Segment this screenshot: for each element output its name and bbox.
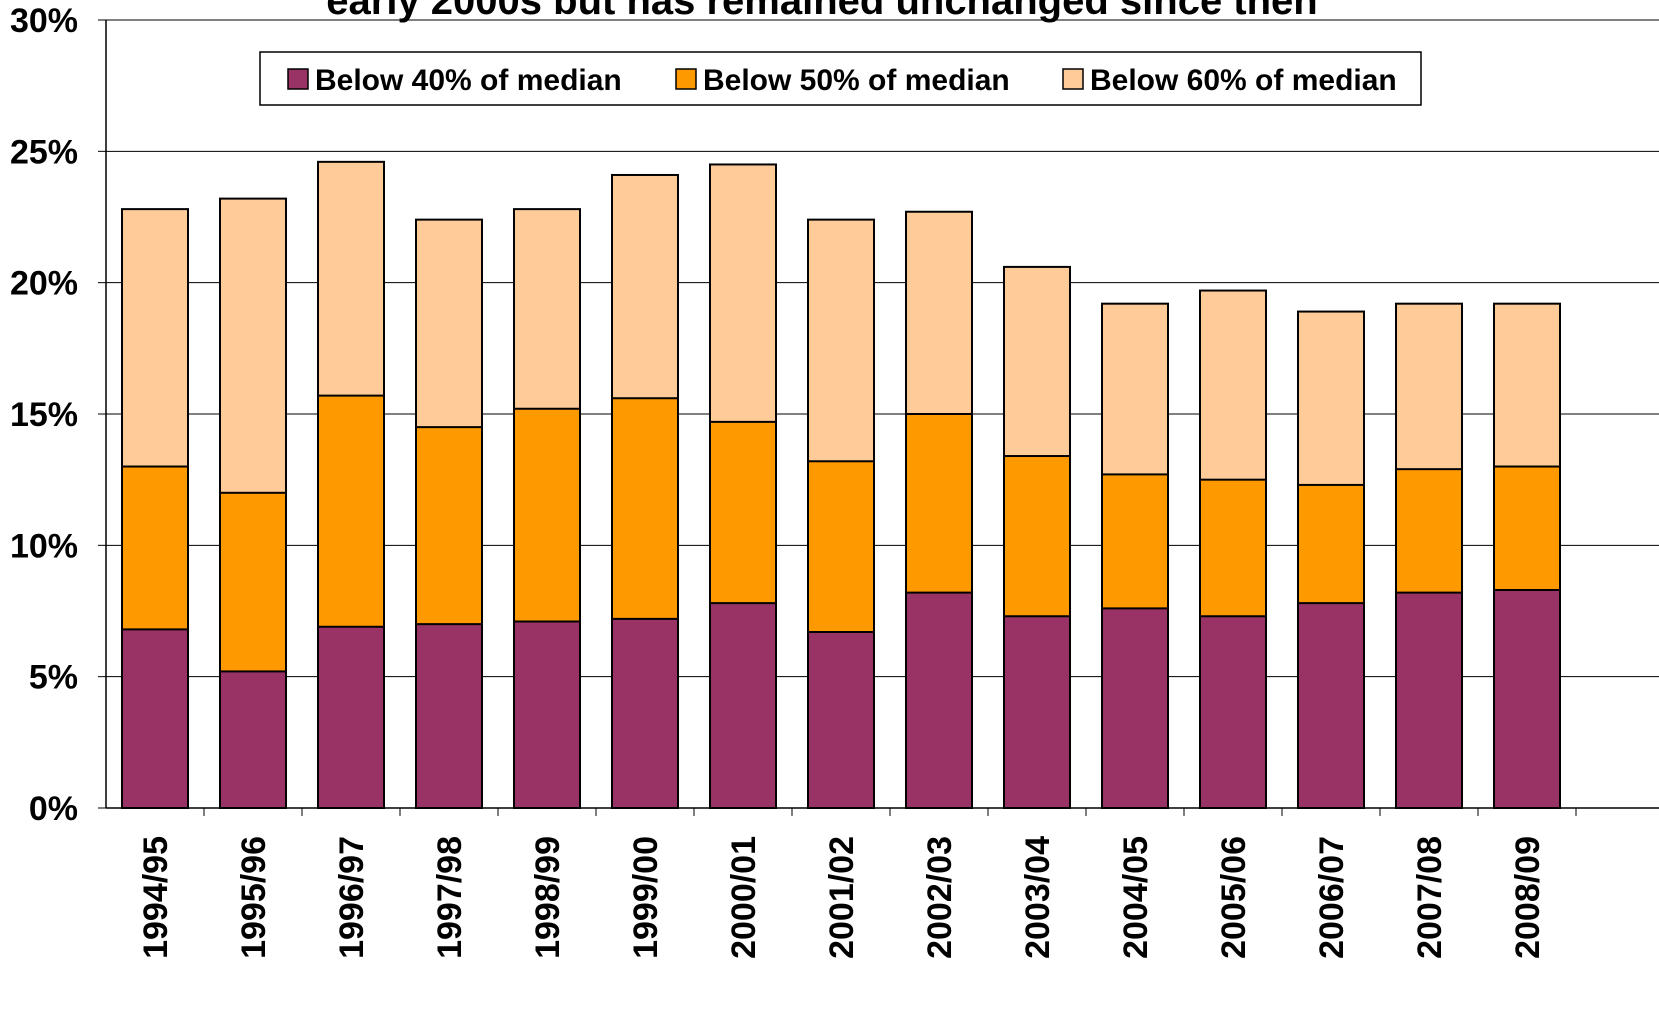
legend-swatch [287,68,309,90]
bar-segment [1395,591,1463,810]
x-tick-label: 2000/01 [725,836,763,959]
bars [121,160,1561,810]
y-tick-label: 5% [29,659,78,697]
x-tick-label: 1995/96 [235,836,273,959]
legend-label: Below 50% of median [703,64,1010,97]
x-tick-label: 2001/02 [823,836,861,959]
bar-segment [1199,615,1267,810]
x-tick-label: 2002/03 [921,836,959,959]
bar-segment [709,602,777,809]
bar-segment [219,670,287,809]
bar-segment [415,623,483,810]
legend-label: Below 60% of median [1090,64,1397,97]
legend: Below 40% of median Below 50% of median Be… [259,51,1422,106]
chart-title: early 2000s but has remained unchanged s… [326,0,1317,23]
bar-segment [121,628,189,809]
x-tick-label: 1996/97 [333,836,371,959]
bar-segment [1101,607,1169,810]
y-tick-label: 20% [10,265,78,303]
legend-swatch [1062,68,1084,90]
x-tick-label: 2004/05 [1117,836,1155,959]
y-tick-label: 0% [29,790,78,828]
x-tick-label: 1994/95 [137,836,175,959]
bar-segment [611,617,679,809]
bar-segment [317,625,385,810]
x-tick-label: 2006/07 [1313,836,1351,959]
x-tick-label: 1998/99 [529,836,567,959]
legend-box [259,51,1422,106]
x-tick-label: 2007/08 [1411,836,1449,959]
x-tick-label: 2003/04 [1019,836,1057,959]
bar-segment [1297,602,1365,809]
x-tick-label: 1999/00 [627,836,665,959]
x-tick-label: 2008/09 [1509,836,1547,959]
x-tick-label: 1997/98 [431,836,469,959]
y-tick-label: 10% [10,527,78,565]
y-tick-label: 30% [10,2,78,40]
legend-label: Below 40% of median [315,64,622,97]
x-tick-label: 2005/06 [1215,836,1253,959]
bar-segment [513,620,581,809]
bar-segment [807,631,875,809]
bar-segment [1003,615,1071,810]
legend-swatch [675,68,697,90]
y-tick-label: 15% [10,396,78,434]
bar-segment [905,591,973,810]
y-tick-label: 25% [10,133,78,171]
axes: 0% 5% 10% 15% 20% 25% 30% 1994/95 1995/96 1996/97… [10,2,1659,959]
bar-segment [1493,588,1561,810]
